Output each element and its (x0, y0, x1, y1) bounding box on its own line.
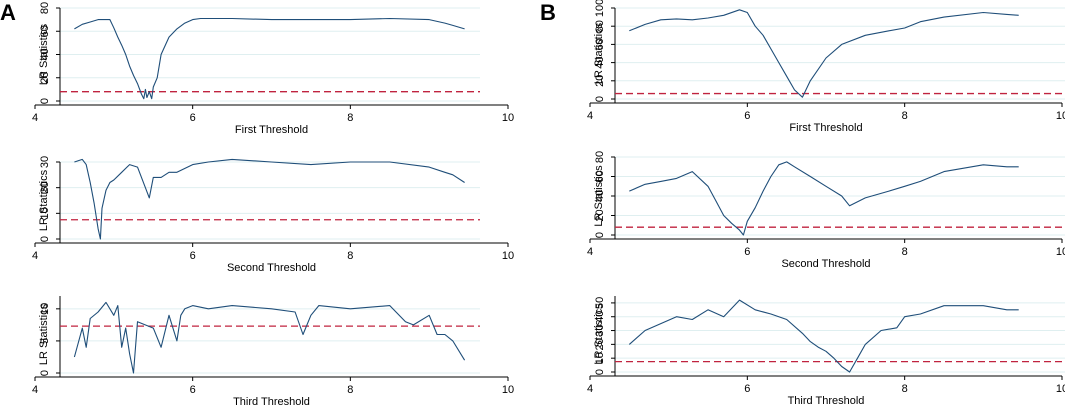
x-axis-title: Third Threshold (788, 395, 865, 407)
panel-letter-a: A (0, 0, 16, 25)
chart-panel-1: 0 20 40 60 80 4 6 8 10 First Threshold LR Statisti… (32, 2, 514, 136)
y-axis-title: LR Statistics (38, 169, 50, 231)
y-tick-label: 40 (39, 48, 51, 60)
panel-letter-b: B (540, 0, 556, 25)
y-tick-label: 100 (594, 0, 606, 17)
chart-panel-4: 0 20 40 60 80 4 6 8 10 Second Threshold LR Statist… (587, 151, 1065, 270)
y-tick-label: 20 (594, 338, 606, 350)
x-tick-label: 4 (587, 383, 593, 395)
y-tick-label: 10 (39, 303, 51, 315)
x-tick-label: 4 (587, 246, 593, 258)
y-tick-label: 30 (594, 324, 606, 336)
y-tick-label: 0 (39, 370, 51, 376)
y-tick-label: 30 (39, 156, 51, 168)
lr-series-line (74, 158, 465, 240)
x-axis-title: Second Threshold (227, 262, 316, 274)
x-axis-title: First Threshold (235, 124, 308, 136)
x-tick-label: 8 (902, 246, 908, 258)
y-tick-label: 10 (594, 352, 606, 364)
y-axis-title: LR Statistics (38, 303, 50, 365)
y-tick-label: 40 (594, 56, 606, 68)
x-tick-label: 10 (502, 112, 514, 124)
y-axis-title: LR Statistics (38, 23, 50, 85)
y-tick-label: 0 (594, 232, 606, 238)
y-tick-label: 10 (39, 207, 51, 219)
y-tick-label: 60 (39, 25, 51, 37)
y-tick-label: 40 (594, 190, 606, 202)
x-tick-label: 8 (347, 384, 353, 396)
x-axis-title: First Threshold (789, 122, 862, 134)
y-tick-label: 0 (594, 96, 606, 102)
x-tick-label: 8 (902, 383, 908, 395)
lr-series-line (629, 9, 1019, 98)
x-tick-label: 4 (32, 384, 38, 396)
x-tick-label: 6 (190, 384, 196, 396)
x-tick-label: 4 (32, 250, 38, 262)
y-axis-title: LR Statistics (593, 22, 605, 84)
x-tick-label: 6 (744, 110, 750, 122)
x-tick-label: 8 (347, 250, 353, 262)
y-tick-label: 20 (594, 75, 606, 87)
y-tick-label: 80 (594, 20, 606, 32)
y-tick-label: 40 (594, 311, 606, 323)
y-tick-label: 60 (594, 170, 606, 182)
y-tick-label: 80 (39, 2, 51, 14)
x-tick-label: 6 (190, 112, 196, 124)
x-tick-label: 6 (744, 246, 750, 258)
y-tick-label: 0 (594, 369, 606, 375)
x-tick-label: 6 (190, 250, 196, 262)
y-tick-label: 80 (594, 151, 606, 163)
lr-series-line (74, 17, 465, 100)
y-tick-label: 20 (39, 72, 51, 84)
y-tick-label: 20 (594, 209, 606, 221)
x-tick-label: 6 (744, 383, 750, 395)
x-tick-label: 4 (587, 110, 593, 122)
x-tick-label: 8 (347, 112, 353, 124)
y-tick-label: 50 (594, 297, 606, 309)
lr-series-line (629, 161, 1019, 236)
chart-panel-5: 0 5 10 4 6 8 10 Third Threshold LR Statistics (32, 296, 514, 407)
y-tick-label: 20 (39, 182, 51, 194)
chart-panel-3: 0 10 20 30 4 6 8 10 Second Threshold LR Statistic… (32, 156, 514, 274)
x-tick-label: 4 (32, 112, 38, 124)
x-axis-title: Third Threshold (233, 396, 310, 407)
x-axis-title: Second Threshold (781, 258, 870, 270)
y-tick-label: 60 (594, 38, 606, 50)
x-tick-label: 10 (502, 384, 514, 396)
x-tick-label: 10 (502, 250, 514, 262)
chart-panel-2: 0 20 40 60 80 100 4 6 8 10 First Threshold LR Stati… (587, 0, 1065, 134)
y-axis-title: LR Statistics (593, 165, 605, 227)
lr-series-line (73, 301, 466, 374)
y-axis-title: LR Statistics (593, 303, 605, 365)
x-tick-label: 10 (1056, 110, 1065, 122)
x-tick-label: 8 (902, 110, 908, 122)
y-tick-label: 0 (39, 98, 51, 104)
x-tick-label: 10 (1056, 246, 1065, 258)
x-tick-label: 10 (1056, 383, 1065, 395)
y-tick-label: 5 (39, 338, 51, 344)
lr-series-line (628, 299, 1019, 373)
y-tick-label: 0 (39, 236, 51, 242)
